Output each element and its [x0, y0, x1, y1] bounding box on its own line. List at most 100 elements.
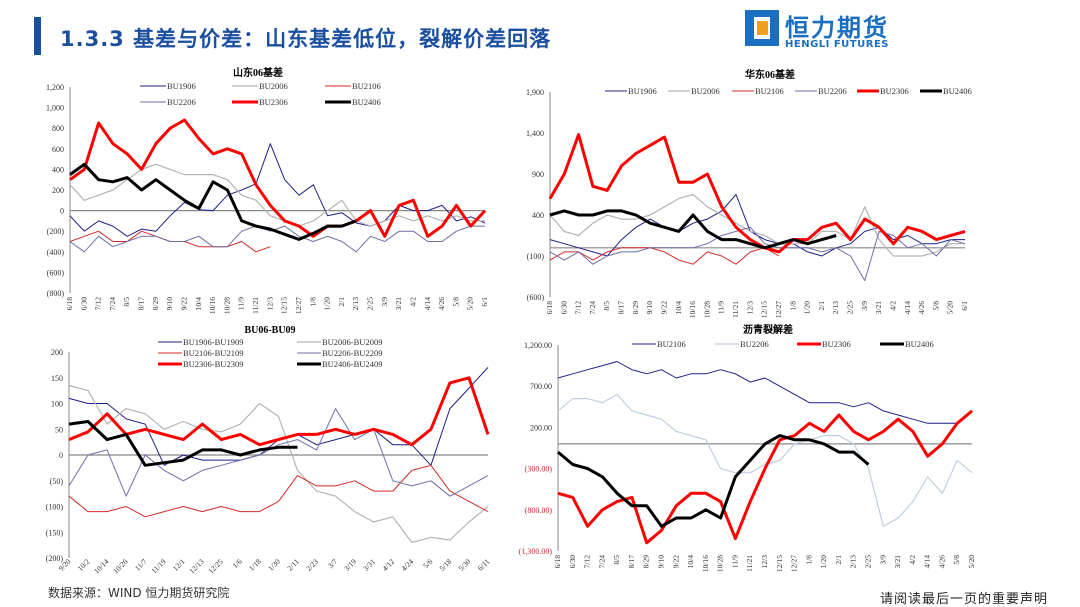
x-tick-label: 4/26 [917, 301, 926, 315]
y-tick-label: (800.00) [525, 506, 553, 515]
x-tick-label: 8/29 [151, 297, 160, 311]
logo-name-cn: 恒力期货 [785, 14, 889, 42]
y-tick-label: (200) [46, 554, 64, 563]
x-tick-label: 10/4 [194, 297, 203, 311]
series-line-bu2006 [69, 163, 485, 227]
x-tick-label: 7/24 [597, 555, 606, 569]
x-tick-label: 10/16 [688, 301, 697, 318]
series-line-bu2206-bu2209 [68, 408, 489, 497]
legend-label: BU1906-BU1909 [183, 337, 243, 347]
x-tick-label: 3/9 [380, 297, 389, 307]
x-tick-label: 8/17 [617, 301, 626, 315]
series-line-bu2306 [69, 118, 487, 238]
x-tick-label: 6/18 [545, 301, 554, 315]
x-tick-label: 4/2 [888, 301, 897, 311]
x-tick-label: 8/29 [631, 301, 640, 315]
y-tick-label: 1,900 [526, 88, 544, 97]
y-tick-label: (1,300.00) [519, 547, 553, 556]
x-tick-label: 7/12 [94, 297, 103, 311]
x-tick-label: 4/14 [423, 297, 432, 311]
y-tick-label: 400 [52, 165, 64, 174]
x-tick-label: 10/16 [208, 297, 217, 314]
legend-label: BU2406 [352, 97, 381, 107]
y-tick-label: 150 [51, 374, 63, 383]
x-tick-label: 10/4 [686, 555, 695, 569]
x-tick-label: 8/29 [642, 555, 651, 569]
legend-label: BU2106 [657, 339, 686, 349]
y-tick-label: 200 [52, 186, 64, 195]
y-tick-label: (600) [527, 293, 545, 302]
x-tick-label: 2/25 [864, 555, 873, 569]
x-tick-label: 9/22 [671, 555, 680, 569]
x-tick-label: 3/21 [874, 301, 883, 315]
y-tick-label: 100 [51, 400, 63, 409]
y-tick-label: (50) [50, 477, 64, 486]
x-tick-label: 12/15 [760, 301, 769, 318]
legend-label: BU2206-BU2209 [322, 348, 382, 358]
x-tick-label: 3/9 [878, 555, 887, 565]
x-tick-label: 3/9 [860, 301, 869, 311]
page-title: 1.3.3 基差与价差：山东基差低位，裂解价差回落 [60, 27, 552, 51]
legend-label: BU2106-BU2109 [183, 348, 243, 358]
chart-title: 沥青裂解差 [743, 323, 793, 336]
x-tick-label: 1/8 [308, 297, 317, 307]
y-tick-label: (800) [47, 289, 65, 298]
x-tick-label: 1/8 [788, 301, 797, 311]
x-tick-label: 1/20 [323, 297, 332, 311]
series-line-bu2106 [557, 361, 973, 424]
legend-label: BU2306 [822, 339, 851, 349]
chart-title: 华东06基差 [745, 68, 795, 81]
x-tick-label: 6/30 [79, 297, 88, 311]
x-tick-label: 2/1 [337, 297, 346, 307]
x-tick-label: 4/26 [437, 297, 446, 311]
x-tick-label: 11/9 [237, 297, 246, 310]
x-tick-label: 9/10 [657, 555, 666, 569]
series-line-bu2206 [557, 393, 973, 527]
x-tick-label: 7/24 [108, 297, 117, 311]
x-tick-label: 12/15 [280, 297, 289, 314]
legend-label: BU2006 [691, 86, 720, 96]
logo-name-en: HENGLI FUTURES [785, 39, 889, 50]
series-line-bu2006 [549, 193, 965, 257]
x-tick-label: 9/22 [179, 297, 188, 311]
y-tick-label: 900 [532, 170, 544, 179]
y-tick-label: (200) [47, 227, 65, 236]
x-tick-label: 12/27 [774, 301, 783, 318]
x-tick-label: 11/21 [251, 297, 260, 314]
x-tick-label: 2/25 [366, 297, 375, 311]
x-tick-label: 7/12 [574, 301, 583, 315]
y-tick-label: 200 [51, 348, 63, 357]
x-tick-label: 11/21 [745, 555, 754, 572]
y-tick-label: (100) [527, 252, 545, 261]
x-tick-label: 5/8 [952, 555, 961, 565]
legend-label: BU1906 [628, 86, 657, 96]
y-tick-label: (100) [46, 503, 64, 512]
x-tick-label: 5/8 [931, 301, 940, 311]
x-tick-label: 5/20 [466, 297, 475, 311]
legend-label: BU2406 [943, 86, 972, 96]
x-tick-label: 6/1 [480, 297, 489, 307]
x-tick-label: 10/28 [222, 297, 231, 314]
x-tick-label: 3/21 [394, 297, 403, 311]
x-tick-label: 5/20 [946, 301, 955, 315]
series-line-bu2106 [549, 247, 780, 265]
x-tick-label: 4/2 [908, 555, 917, 565]
x-tick-label: 2/1 [817, 301, 826, 311]
x-tick-label: 4/14 [923, 555, 932, 569]
chart-title: 山东06基差 [233, 66, 283, 79]
series-line-bu2206 [69, 225, 485, 253]
x-tick-label: 11/9 [730, 555, 739, 568]
series-line-bu2406 [69, 162, 357, 241]
legend-label: BU2006 [259, 81, 288, 91]
x-tick-label: 2/13 [849, 555, 858, 569]
x-tick-label: 12/3 [760, 555, 769, 569]
x-tick-label: 8/5 [602, 301, 611, 311]
y-tick-label: 400 [532, 211, 544, 220]
y-tick-label: 800 [52, 124, 64, 133]
legend-label: BU2206 [167, 97, 196, 107]
x-tick-label: 6/18 [65, 297, 74, 311]
x-tick-label: 2/13 [831, 301, 840, 315]
y-tick-label: 1,200 [46, 83, 64, 92]
